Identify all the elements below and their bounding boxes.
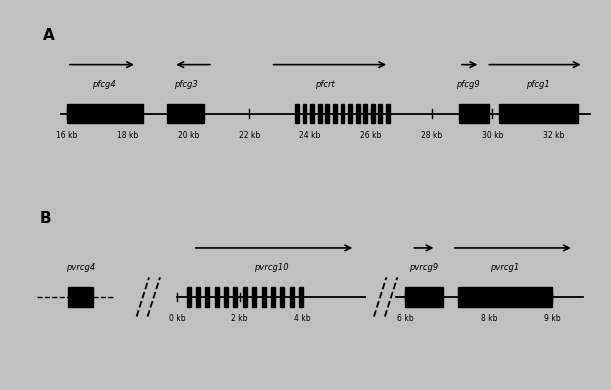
Text: pvrcg10: pvrcg10 — [254, 263, 288, 273]
Text: pvrcg4: pvrcg4 — [66, 263, 95, 273]
Text: 20 kb: 20 kb — [178, 131, 199, 140]
Text: 26 kb: 26 kb — [360, 131, 382, 140]
Bar — [68, 287, 93, 307]
Bar — [295, 104, 299, 124]
Bar — [459, 104, 489, 124]
Text: 9 kb: 9 kb — [544, 314, 560, 323]
Bar — [340, 104, 345, 124]
Text: pfcrt: pfcrt — [315, 80, 335, 89]
Bar — [405, 287, 442, 307]
Bar — [299, 287, 303, 307]
Text: pvrcg9: pvrcg9 — [409, 263, 439, 273]
Text: pfcg4: pfcg4 — [92, 80, 115, 89]
Bar — [333, 104, 337, 124]
Bar — [243, 287, 247, 307]
Bar — [205, 287, 210, 307]
Bar — [318, 104, 321, 124]
Bar — [224, 287, 228, 307]
Text: 0 kb: 0 kb — [169, 314, 186, 323]
Bar — [325, 104, 329, 124]
Bar — [378, 104, 382, 124]
Bar — [356, 104, 360, 124]
Text: 30 kb: 30 kb — [481, 131, 503, 140]
Text: pfcg1: pfcg1 — [526, 80, 550, 89]
Bar — [310, 104, 314, 124]
Bar — [458, 287, 552, 307]
Text: 28 kb: 28 kb — [421, 131, 442, 140]
Bar — [262, 287, 266, 307]
Bar — [348, 104, 352, 124]
Bar — [499, 104, 577, 124]
Text: 4 kb: 4 kb — [294, 314, 310, 323]
Text: pfcg3: pfcg3 — [174, 80, 197, 89]
Bar — [196, 287, 200, 307]
Bar — [67, 104, 143, 124]
Bar — [371, 104, 375, 124]
Text: 16 kb: 16 kb — [56, 131, 78, 140]
Bar — [364, 104, 367, 124]
Bar — [290, 287, 294, 307]
Text: 22 kb: 22 kb — [239, 131, 260, 140]
Text: 24 kb: 24 kb — [299, 131, 321, 140]
Text: 2 kb: 2 kb — [232, 314, 248, 323]
Bar — [233, 287, 238, 307]
Text: 8 kb: 8 kb — [481, 314, 498, 323]
Text: pvrcg1: pvrcg1 — [491, 263, 520, 273]
Bar — [280, 287, 284, 307]
Bar — [386, 104, 390, 124]
Bar — [214, 287, 219, 307]
Bar — [252, 287, 256, 307]
Text: 32 kb: 32 kb — [543, 131, 564, 140]
Text: pfcg9: pfcg9 — [456, 80, 480, 89]
Bar — [302, 104, 307, 124]
Bar — [271, 287, 275, 307]
Text: 6 kb: 6 kb — [397, 314, 414, 323]
Text: B: B — [40, 211, 51, 226]
Bar — [167, 104, 204, 124]
Text: A: A — [43, 28, 54, 43]
Bar — [186, 287, 191, 307]
Text: 18 kb: 18 kb — [117, 131, 139, 140]
